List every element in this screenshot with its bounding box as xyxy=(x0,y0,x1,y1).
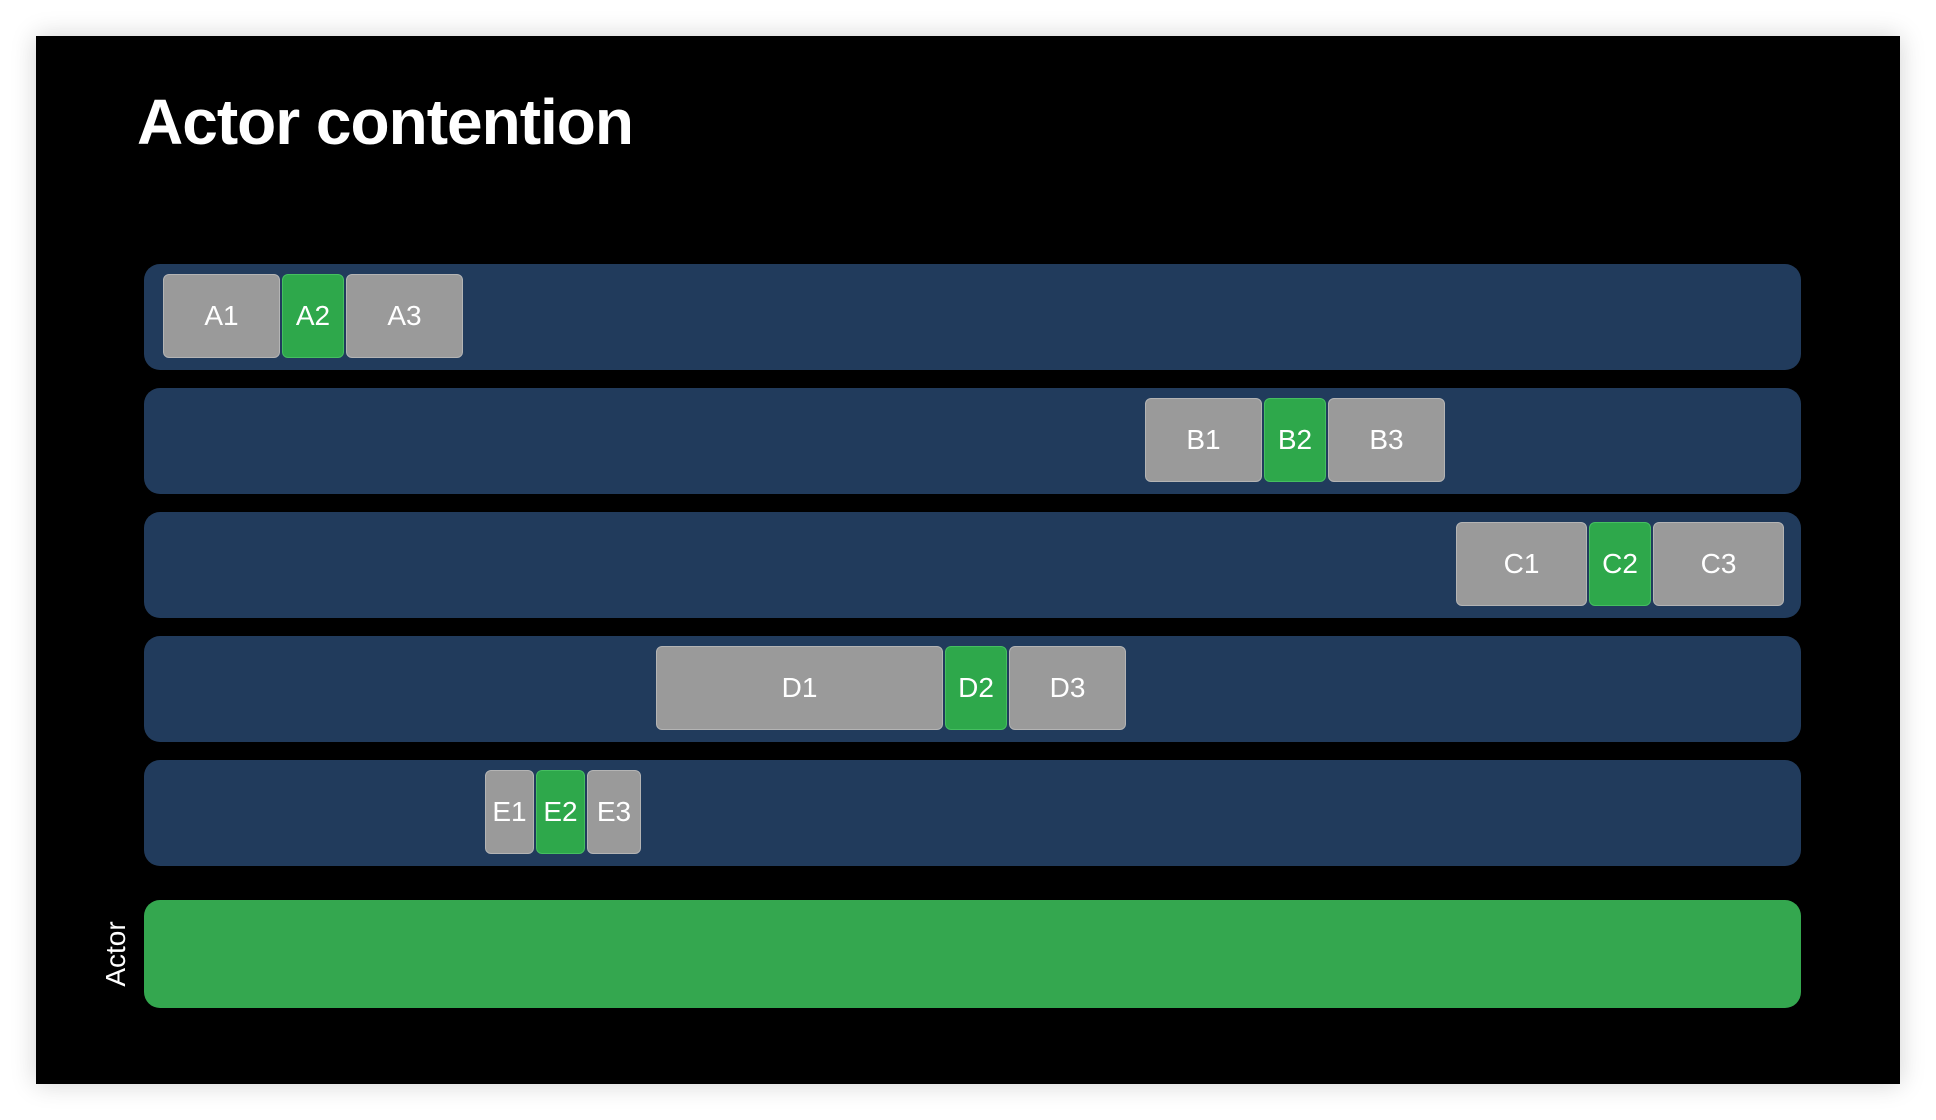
block-b3: B3 xyxy=(1328,398,1445,482)
lane-d: D1 D2 D3 xyxy=(144,636,1801,742)
block-b2: B2 xyxy=(1264,398,1326,482)
block-b1: B1 xyxy=(1145,398,1262,482)
actor-bar xyxy=(144,900,1801,1008)
lane-a: A1 A2 A3 xyxy=(144,264,1801,370)
block-d2: D2 xyxy=(945,646,1007,730)
block-a2: A2 xyxy=(282,274,344,358)
actor-label: Actor xyxy=(100,921,131,987)
block-e3: E3 xyxy=(587,770,641,854)
block-c1: C1 xyxy=(1456,522,1587,606)
slide-title: Actor contention xyxy=(137,86,634,158)
block-c3: C3 xyxy=(1653,522,1784,606)
block-d3: D3 xyxy=(1009,646,1126,730)
block-e1: E1 xyxy=(485,770,534,854)
block-d1: D1 xyxy=(656,646,943,730)
block-c2: C2 xyxy=(1589,522,1651,606)
lane-e: E1 E2 E3 xyxy=(144,760,1801,866)
lane-c: C1 C2 C3 xyxy=(144,512,1801,618)
block-e2: E2 xyxy=(536,770,585,854)
lane-b: B1 B2 B3 xyxy=(144,388,1801,494)
slide: Actor contention A1 A2 A3 B1 B2 B3 C1 C2… xyxy=(36,36,1900,1084)
block-a1: A1 xyxy=(163,274,280,358)
block-a3: A3 xyxy=(346,274,463,358)
